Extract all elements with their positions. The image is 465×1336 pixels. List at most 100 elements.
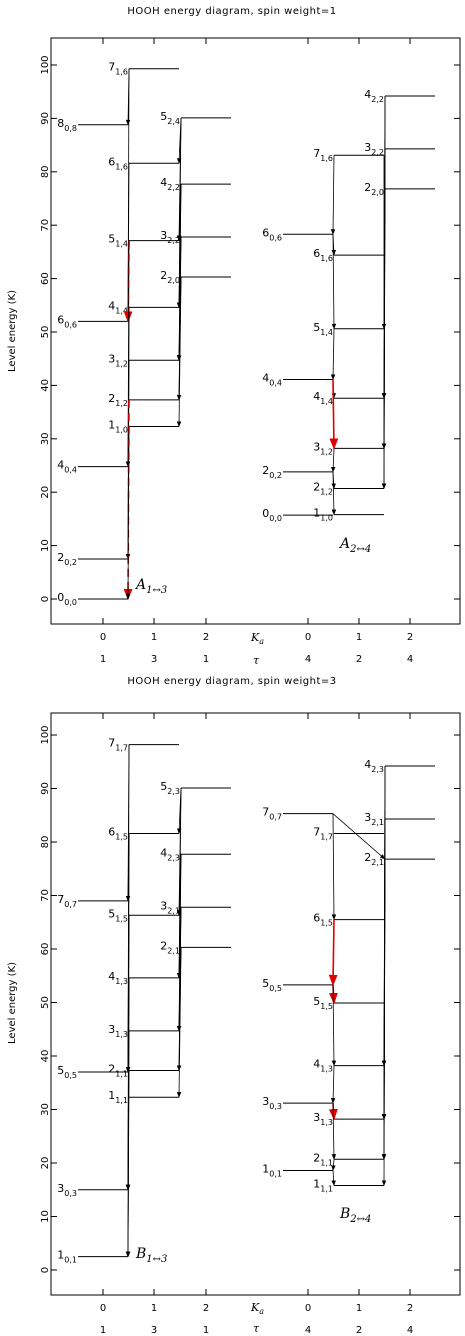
level-label: 42,2: [364, 88, 384, 104]
level-label: 51,5: [313, 995, 333, 1011]
level-label: 22,0: [364, 181, 384, 197]
level-label: 61,5: [313, 912, 333, 928]
tau-tick-label: 4: [407, 654, 413, 665]
tau-axis-label: τ: [253, 1322, 260, 1335]
level-label: 20,2: [57, 551, 77, 567]
level-label: 41,4: [108, 299, 128, 315]
ka-axis-label: Ka: [250, 1301, 264, 1316]
level-label: 80,8: [57, 117, 77, 133]
band-label-right: B2↔4: [339, 1206, 371, 1225]
transition-arrow: [331, 1159, 336, 1172]
level-label: 51,5: [108, 907, 128, 923]
y-tick-label: 0: [40, 596, 51, 602]
ka-tick-label: 1: [356, 1303, 362, 1314]
ka-tick-label: 0: [100, 1303, 106, 1314]
y-tick-label: 100: [40, 55, 51, 74]
level-label: 00,0: [262, 507, 282, 523]
level-label: 22,0: [160, 269, 180, 285]
ka-tick-label: 2: [407, 1303, 413, 1314]
tau-tick-label: 4: [305, 654, 311, 665]
y-tick-label: 30: [40, 1103, 51, 1116]
level-label: 30,3: [262, 1095, 282, 1111]
level-label: 42,2: [160, 176, 180, 192]
transition-arrow: [330, 448, 336, 473]
level-label: 70,7: [57, 893, 77, 909]
level-label: 11,1: [313, 1177, 333, 1193]
tau-tick-label: 3: [151, 654, 157, 665]
x-axis-ticks: 0 1 1 3 2 1 0 4 1 2 2 4: [100, 713, 413, 1336]
level-label: 61,6: [313, 247, 333, 263]
transition-arrows: [125, 744, 387, 1258]
ka-tick-label: 0: [305, 632, 311, 643]
level-label: 40,4: [262, 372, 282, 388]
level-label: 71,7: [108, 737, 128, 753]
level-label: 61,5: [108, 825, 128, 841]
transition-arrow: [329, 379, 339, 450]
level-label: 21,1: [108, 1062, 128, 1078]
level-label: 61,6: [108, 155, 128, 171]
y-tick-label: 40: [40, 1050, 51, 1063]
level-label: 70,7: [262, 806, 282, 822]
level-label: 31,3: [108, 1023, 128, 1039]
tau-tick-label: 1: [203, 654, 209, 665]
y-tick-label: 80: [40, 165, 51, 178]
energy-levels: 10,1 30,3 50,5 70,7 11,1 21,1 31,3 41,3 51,5 61,5…: [57, 737, 435, 1265]
panel-spin-weight-3: HOOH energy diagram, spin weight=3 Level…: [7, 676, 461, 1336]
level-label: 71,6: [108, 61, 128, 77]
panel-title: HOOH energy diagram, spin weight=1: [127, 6, 336, 17]
level-label: 32,1: [364, 811, 384, 827]
plot-frame: [50, 37, 461, 625]
ka-tick-label: 2: [203, 632, 209, 643]
y-tick-label: 0: [40, 1267, 51, 1273]
level-label: 52,4: [160, 110, 180, 126]
level-label: 51,4: [108, 233, 128, 249]
transition-arrow: [328, 919, 338, 986]
transition-arrow: [331, 813, 337, 921]
transition-arrow: [331, 1170, 336, 1187]
level-label: 10,1: [262, 1162, 282, 1178]
level-label: 41,4: [313, 390, 333, 406]
transition-arrows: [123, 68, 387, 601]
tau-axis-label: τ: [253, 654, 260, 667]
y-tick-label: 20: [40, 486, 51, 499]
y-tick-label: 100: [40, 725, 51, 744]
ka-tick-label: 1: [151, 632, 157, 643]
tau-tick-label: 2: [356, 1325, 362, 1336]
level-label: 11,0: [313, 507, 333, 523]
y-axis-label: Level energy (K): [7, 962, 18, 1044]
ka-tick-label: 1: [356, 632, 362, 643]
transition-arrow: [176, 276, 182, 428]
level-label: 42,3: [160, 846, 180, 862]
transition-arrow: [331, 234, 337, 330]
y-tick-label: 90: [40, 782, 51, 795]
level-label: 21,1: [313, 1151, 333, 1167]
level-label: 22,1: [160, 939, 180, 955]
y-tick-label: 40: [40, 379, 51, 392]
x-axis-ticks: 0 1 1 3 2 1 0 4 1 2 2 4: [100, 38, 413, 665]
transition-arrow: [331, 471, 337, 516]
y-tick-label: 60: [40, 272, 51, 285]
level-label: 41,3: [313, 1058, 333, 1074]
band-label-left: A1↔3: [134, 577, 167, 596]
transition-arrow: [125, 426, 131, 600]
level-label: 52,3: [160, 780, 180, 796]
level-label: 71,7: [313, 825, 333, 841]
level-label: 31,2: [108, 352, 128, 368]
ka-tick-label: 1: [151, 1303, 157, 1314]
y-tick-label: 10: [40, 1210, 51, 1223]
tau-tick-label: 4: [305, 1325, 311, 1336]
y-axis-ticks: 0 10 20 30 40 50 60 70 80 90 100: [40, 725, 460, 1273]
y-tick-label: 80: [40, 836, 51, 849]
level-label: 60,6: [57, 313, 77, 329]
panel-spin-weight-1: HOOH energy diagram, spin weight=1 Level…: [7, 6, 461, 667]
y-tick-label: 10: [40, 539, 51, 552]
transition-arrow: [331, 984, 337, 1067]
level-label: 50,5: [262, 977, 282, 993]
plot-frame: [50, 712, 461, 1296]
tau-tick-label: 1: [203, 1325, 209, 1336]
y-axis-label: Level energy (K): [7, 290, 18, 372]
level-label: 32,1: [160, 899, 180, 915]
level-label: 42,3: [364, 758, 384, 774]
y-axis-ticks: 0 10 20 30 40 50 60 70 80 90 100: [40, 55, 460, 602]
